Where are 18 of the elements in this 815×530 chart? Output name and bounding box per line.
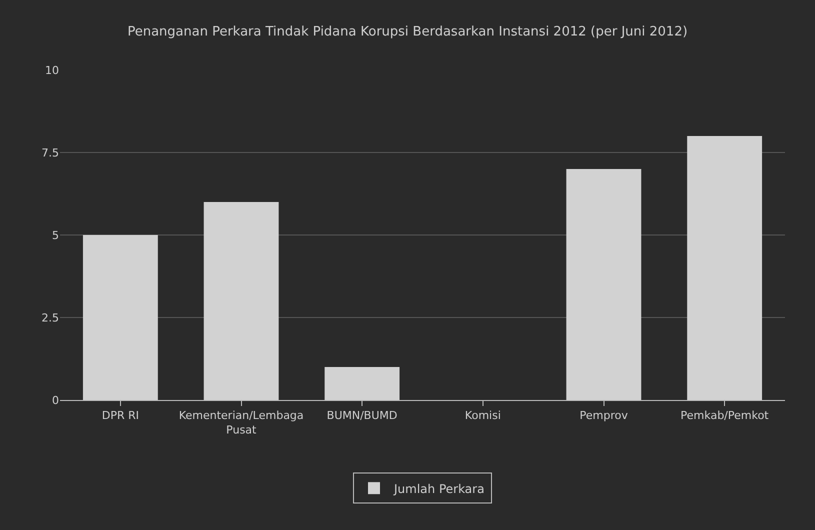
bar <box>82 235 158 400</box>
bar <box>324 367 400 400</box>
bar <box>566 169 642 400</box>
x-tick-label: BUMN/BUMD <box>326 409 398 422</box>
x-tick-label: Komisi <box>464 409 501 422</box>
x-tick-label: DPR RI <box>102 409 139 422</box>
x-tick-label: Kementerian/Lembaga Pusat <box>178 409 304 436</box>
chart-title: Penanganan Perkara Tindak Pidana Korupsi Berdasarkan Instansi 2012 (per Juni 2012) <box>127 24 688 40</box>
legend-label: Jumlah Perkara <box>393 482 484 496</box>
x-tick-label: Pemprov <box>580 409 628 422</box>
bar <box>687 136 762 400</box>
x-tick-label: Pemkab/Pemkot <box>680 409 770 422</box>
y-tick-label: 2.5 <box>42 311 59 324</box>
y-tick-label: 7.5 <box>42 146 59 160</box>
y-tick-label: 10 <box>45 64 59 77</box>
bar <box>204 202 279 400</box>
y-tick-label: 5 <box>52 228 59 242</box>
y-tick-label: 0 <box>52 394 59 407</box>
